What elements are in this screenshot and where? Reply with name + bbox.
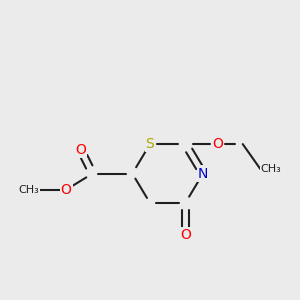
Text: S: S [146, 137, 154, 151]
Text: O: O [180, 228, 191, 242]
Text: N: N [198, 167, 208, 181]
Text: O: O [75, 143, 86, 157]
Text: O: O [61, 183, 71, 197]
Text: CH₃: CH₃ [260, 164, 281, 174]
Text: O: O [212, 137, 223, 151]
Text: CH₃: CH₃ [19, 185, 40, 195]
